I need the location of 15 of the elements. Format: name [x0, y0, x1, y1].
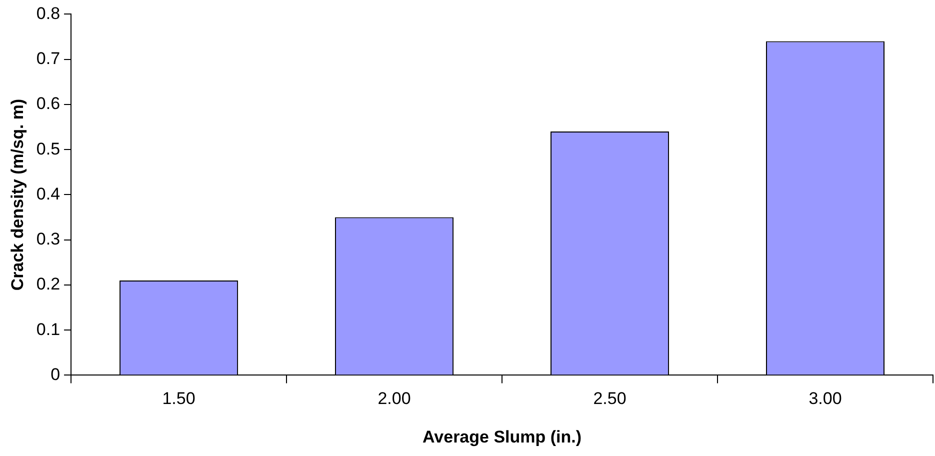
- y-tick-label: 0.1: [36, 320, 60, 339]
- x-tick-label: 2.00: [378, 389, 411, 408]
- y-tick-label: 0.3: [36, 230, 60, 249]
- y-tick-label: 0.6: [36, 94, 60, 114]
- x-tick-label: 1.50: [162, 389, 196, 408]
- y-tick-label: 0.2: [36, 274, 60, 294]
- y-tick-label: 0.5: [36, 139, 60, 158]
- y-tick-label: 0.8: [36, 4, 60, 23]
- y-axis-title: Crack density (m/sq. m): [8, 98, 27, 291]
- y-tick-label: 0.7: [36, 49, 60, 68]
- x-tick-label: 3.00: [808, 389, 842, 408]
- x-axis-title: Average Slump (in.): [422, 427, 582, 446]
- x-tick-label: 2.50: [593, 389, 626, 408]
- y-tick-label: 0: [50, 364, 60, 384]
- y-tick-label: 0.4: [36, 184, 60, 204]
